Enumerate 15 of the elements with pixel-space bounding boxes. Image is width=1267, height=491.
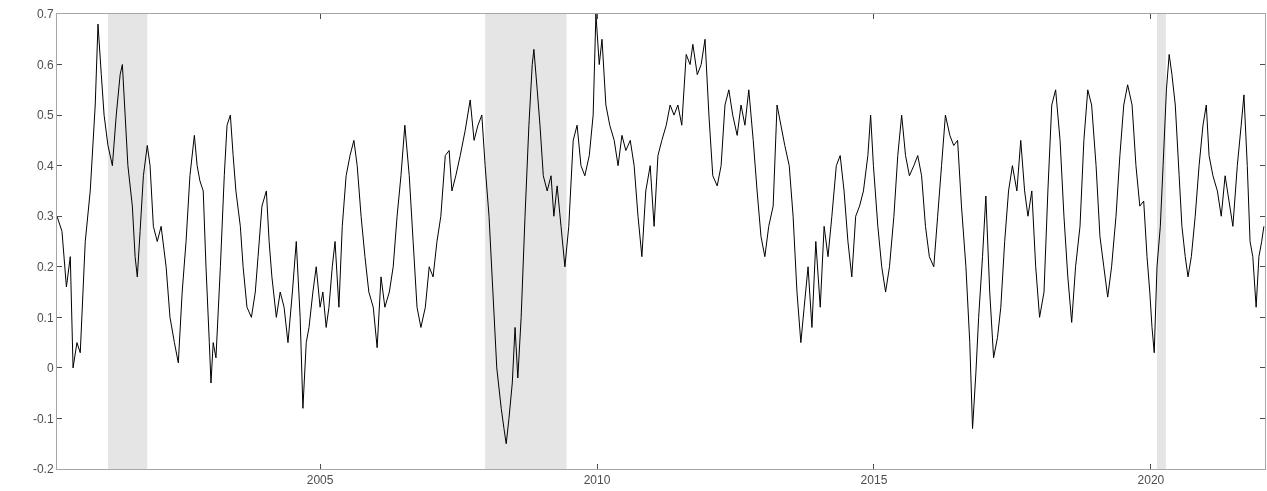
- x-tick-label: 2015: [860, 473, 888, 488]
- x-tick-label: 2005: [306, 473, 334, 488]
- y-tick-label: 0.4: [36, 158, 54, 173]
- y-tick-label: 0: [46, 361, 54, 376]
- y-tick-label: 0.2: [36, 259, 54, 274]
- y-tick-label: 0.6: [36, 57, 54, 72]
- y-tick-label: 0.3: [36, 209, 54, 224]
- y-tick-label: 0.1: [36, 310, 54, 325]
- y-tick-label: 0.7: [36, 7, 54, 22]
- y-tick-label: -0.1: [32, 411, 54, 426]
- x-tick-label: 2020: [1137, 473, 1165, 488]
- line-series: [57, 14, 1265, 445]
- y-tick-label: 0.5: [36, 108, 54, 123]
- x-tick-label: 2010: [583, 473, 611, 488]
- y-tick-label: -0.2: [32, 462, 54, 477]
